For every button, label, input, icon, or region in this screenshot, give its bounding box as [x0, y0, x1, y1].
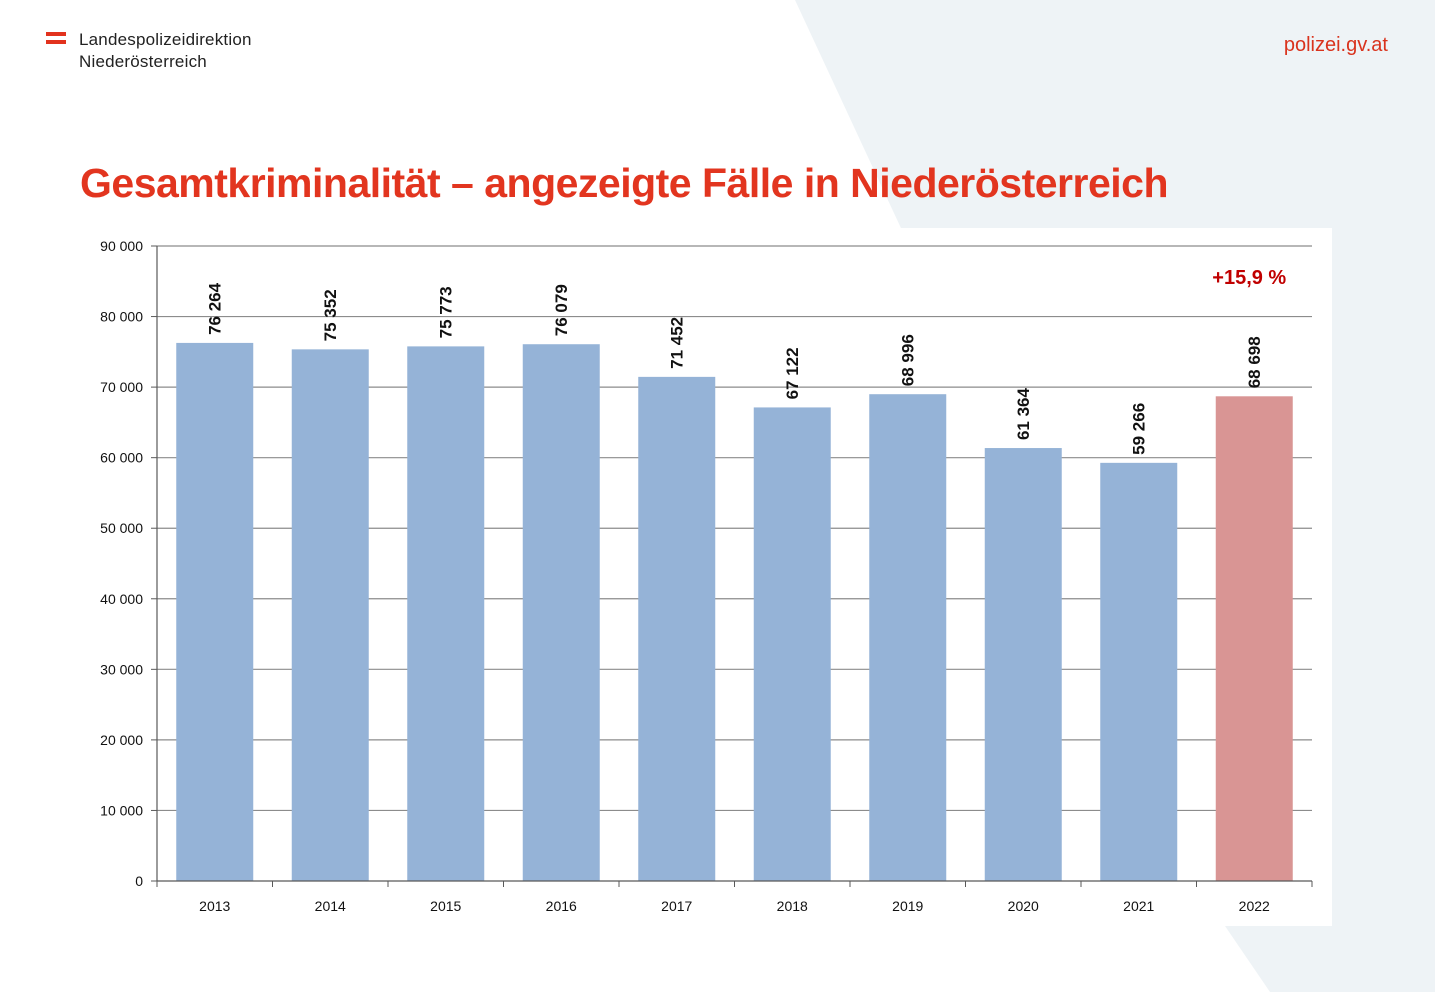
site-url: polizei.gv.at: [1283, 34, 1388, 56]
bar: [984, 448, 1062, 881]
y-tick-label: 40 000: [100, 591, 143, 607]
x-tick-label: 2014: [315, 898, 346, 914]
x-tick-label: 2016: [546, 898, 577, 914]
bar-chart: 0 10 000 20 000 30 000 40 000 50 000 60 000 70 …: [100, 238, 1313, 914]
y-tick-label: 70 000: [100, 379, 143, 395]
x-tick-label: 2018: [777, 898, 808, 914]
x-tick-label: 2021: [1123, 898, 1154, 914]
org-name-line1: Landespolizeidirektion: [79, 30, 252, 49]
x-tick-label: 2017: [661, 898, 692, 914]
bar: [638, 376, 716, 881]
bar: [753, 407, 831, 881]
data-label: 68 698: [1245, 336, 1264, 388]
bar: [291, 349, 369, 881]
data-label: 76 264: [206, 282, 225, 335]
org-name-line2: Niederösterreich: [79, 52, 207, 71]
y-tick-label: 90 000: [100, 238, 143, 254]
page-title: Gesamtkriminalität – angezeigte Fälle in…: [80, 160, 1169, 206]
y-tick-label: 10 000: [100, 802, 143, 818]
data-label: 59 266: [1130, 403, 1149, 455]
bar: [522, 344, 600, 881]
data-label: 76 079: [552, 284, 571, 336]
bar: [1215, 396, 1293, 881]
y-tick-label: 50 000: [100, 520, 143, 536]
x-tick-label: 2022: [1239, 898, 1270, 914]
y-tick-label: 60 000: [100, 450, 143, 466]
bar: [1100, 462, 1178, 881]
x-tick-label: 2020: [1008, 898, 1039, 914]
y-tick-label: 80 000: [100, 309, 143, 325]
data-label: 61 364: [1014, 388, 1033, 441]
austria-flag-icon: [46, 31, 66, 45]
y-tick-label: 0: [135, 873, 143, 889]
data-label: 67 122: [783, 347, 802, 399]
change-annotation: +15,9 %: [1212, 267, 1286, 289]
bar: [176, 342, 254, 881]
data-label: 75 773: [437, 286, 456, 338]
x-tick-label: 2019: [892, 898, 923, 914]
chart-area: 0 10 000 20 000 30 000 40 000 50 000 60 000 70 …: [80, 228, 1332, 926]
y-tick-label: 20 000: [100, 732, 143, 748]
y-tick-label: 30 000: [100, 661, 143, 677]
bar: [869, 394, 947, 881]
x-tick-label: 2015: [430, 898, 461, 914]
bar: [407, 346, 485, 881]
x-tick-label: 2013: [199, 898, 230, 914]
data-label: 71 452: [668, 317, 687, 369]
data-label: 75 352: [321, 289, 340, 341]
data-label: 68 996: [899, 334, 918, 386]
